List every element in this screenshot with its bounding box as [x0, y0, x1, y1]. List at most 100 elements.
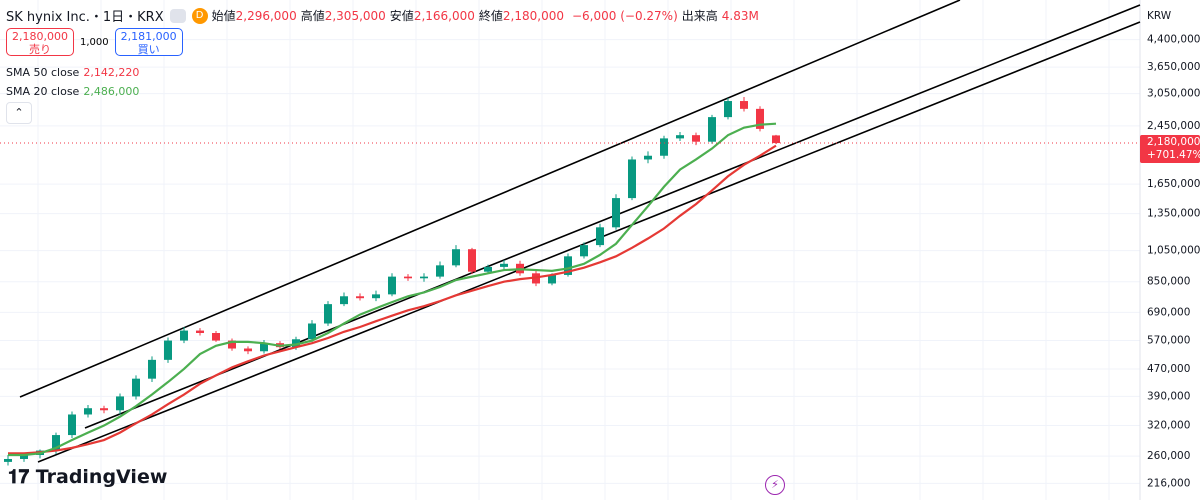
candle-body — [724, 101, 732, 118]
indicator-value: 2,486,000 — [83, 85, 140, 98]
candle-body — [20, 454, 28, 459]
candle-body — [596, 227, 604, 246]
y-tick-label: 570,000 — [1147, 335, 1190, 347]
candle-body — [132, 378, 140, 397]
field-value: 2,296,000 — [235, 9, 297, 23]
sell-price: 2,180,000 — [12, 30, 68, 43]
y-tick-label: 470,000 — [1147, 363, 1190, 375]
trade-panel: 2,180,000 売り 1,000 2,181,000 買い — [6, 28, 183, 56]
candle-body — [260, 343, 268, 352]
candle-body — [548, 274, 556, 284]
logo-text: TradingView — [35, 466, 168, 488]
y-tick-label: 1,350,000 — [1147, 208, 1200, 220]
candle-body — [660, 138, 668, 156]
last-price-box — [1140, 135, 1200, 164]
y-tick-label: 4,400,000 — [1147, 34, 1200, 46]
trend-line[interactable] — [37, 21, 1141, 463]
indicator-legend[interactable]: SMA 20 close 2,486,000 — [6, 85, 139, 98]
candle-body — [644, 155, 652, 160]
change-label: +701.47% — [1147, 149, 1200, 161]
candle-body — [740, 101, 748, 109]
symbol-header: SK hynix Inc.・1日・KRX D 始値2,296,000 高値2,30… — [6, 6, 759, 25]
buy-button[interactable]: 2,181,000 買い — [114, 28, 183, 56]
currency-label: KRW — [1147, 10, 1172, 22]
candle-body — [628, 159, 636, 199]
y-tick-label: 390,000 — [1147, 390, 1190, 402]
logo-mark: 𝟏𝟕 — [8, 466, 36, 488]
candle-body — [564, 256, 572, 275]
change: −6,000 (−0.27%) — [571, 8, 678, 23]
candle-body — [244, 348, 252, 352]
sma-line — [8, 122, 777, 457]
candle-body — [692, 135, 700, 142]
field-label: 安値 — [389, 9, 414, 23]
candle-body — [84, 408, 92, 415]
candle-body — [420, 276, 428, 279]
candle-body — [228, 340, 236, 349]
candle-body — [484, 266, 492, 272]
candle-body — [756, 108, 764, 129]
candle-body — [404, 276, 412, 279]
field-value: 2,305,000 — [324, 9, 386, 23]
candle-body — [292, 339, 300, 348]
y-tick-label: 2,450,000 — [1147, 120, 1200, 132]
candle-body — [708, 117, 716, 142]
symbol[interactable]: SK hynix Inc.・1日・KRX — [6, 10, 164, 25]
candle-body — [356, 296, 364, 299]
candle-body — [340, 296, 348, 305]
sell-label: 売り — [29, 43, 51, 56]
y-tick-label: 3,050,000 — [1147, 88, 1200, 100]
buy-price: 2,181,000 — [120, 30, 177, 43]
field-label: 始値 — [211, 9, 236, 23]
y-tick-label: 1,650,000 — [1147, 178, 1200, 190]
candle-body — [612, 198, 620, 228]
buy-label: 買い — [137, 43, 160, 56]
last-price-label: 2,180,000 — [1147, 136, 1200, 148]
collapse-button[interactable]: ⌃ — [6, 102, 32, 124]
candle-body — [148, 359, 156, 379]
sma-line — [8, 144, 777, 455]
candle-body — [212, 333, 220, 341]
candle-body — [388, 276, 396, 295]
quantity[interactable]: 1,000 — [80, 36, 109, 48]
field-value: 2,166,000 — [413, 9, 475, 23]
trend-line[interactable] — [19, 0, 961, 398]
indicator-name: SMA 20 close — [6, 85, 80, 98]
candle-body — [372, 294, 380, 299]
logo[interactable]: 𝟏𝟕 TradingView — [8, 466, 167, 488]
sell-button[interactable]: 2,180,000 売り — [6, 28, 74, 56]
vertical-grid — [0, 0, 1140, 500]
candle-body — [676, 135, 684, 139]
candle-body — [52, 435, 60, 451]
events-button[interactable]: ⚡ — [765, 475, 785, 495]
candle-body — [68, 414, 76, 436]
indicator-value: 2,142,220 — [83, 66, 140, 79]
candle-body — [196, 330, 204, 334]
candle-body — [500, 263, 508, 267]
field-value: 2,180,000 — [502, 9, 564, 23]
candle-body — [436, 265, 444, 277]
volume: 4.83M — [721, 8, 759, 23]
candle-body — [308, 323, 316, 340]
field-label: 高値 — [300, 9, 325, 23]
volume-label: 出来高 — [681, 9, 718, 23]
candle-body — [100, 408, 108, 411]
visibility-toggle[interactable] — [169, 8, 186, 23]
y-tick-label: 320,000 — [1147, 420, 1190, 432]
ohlc-fields: 始値2,296,000 高値2,305,000 安値2,166,000 終値2,180… — [212, 7, 568, 24]
y-tick-label: 3,650,000 — [1147, 61, 1200, 73]
y-tick-label: 260,000 — [1147, 450, 1190, 462]
candle-body — [116, 396, 124, 411]
candle-body — [164, 340, 172, 360]
indicator-legend[interactable]: SMA 50 close 2,142,220 — [6, 66, 139, 79]
y-tick-label: 850,000 — [1147, 276, 1190, 288]
y-tick-label: 1,050,000 — [1147, 245, 1200, 257]
delay-badge: D — [191, 7, 208, 24]
candle-body — [772, 135, 780, 144]
indicator-name: SMA 50 close — [6, 66, 80, 79]
candle-body — [452, 249, 460, 266]
candle-body — [180, 330, 188, 341]
